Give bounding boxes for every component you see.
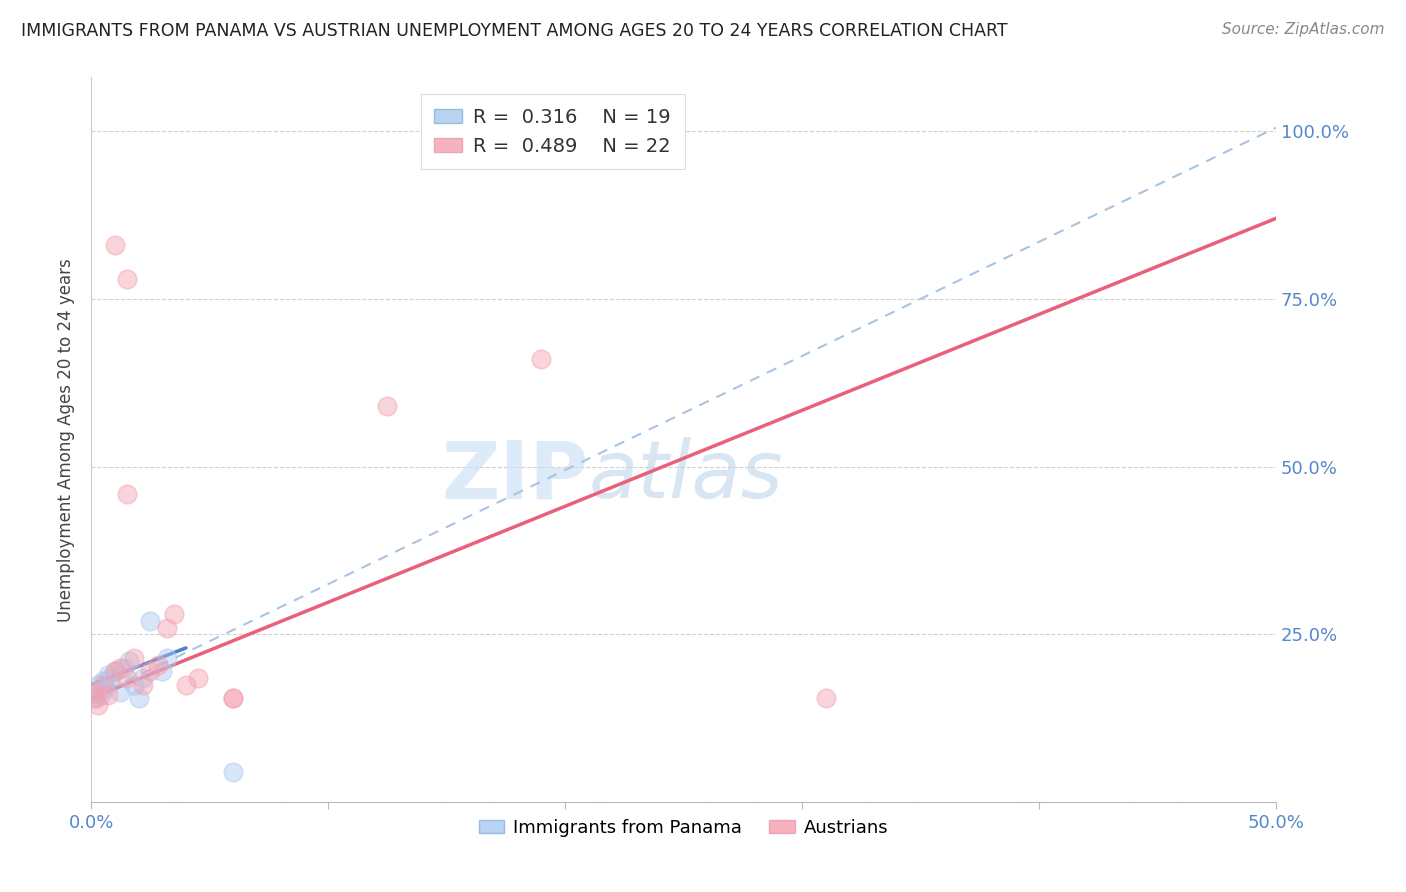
- Point: [115, 671, 138, 685]
- Point: [128, 691, 150, 706]
- Point: [84, 684, 107, 698]
- Point: [87, 678, 110, 692]
- Point: [91, 674, 114, 689]
- Point: [530, 352, 553, 367]
- Text: atlas: atlas: [589, 437, 783, 515]
- Point: [122, 678, 145, 692]
- Point: [94, 681, 117, 695]
- Text: IMMIGRANTS FROM PANAMA VS AUSTRIAN UNEMPLOYMENT AMONG AGES 20 TO 24 YEARS CORREL: IMMIGRANTS FROM PANAMA VS AUSTRIAN UNEMP…: [21, 22, 1008, 40]
- Point: [97, 688, 120, 702]
- Point: [377, 399, 399, 413]
- Point: [156, 621, 179, 635]
- Point: [132, 671, 155, 685]
- Point: [115, 272, 138, 286]
- Legend: Immigrants from Panama, Austrians: Immigrants from Panama, Austrians: [472, 812, 896, 844]
- Point: [97, 667, 120, 681]
- Point: [150, 665, 173, 679]
- Point: [115, 486, 138, 500]
- Point: [104, 665, 127, 679]
- Point: [222, 691, 245, 706]
- Point: [83, 691, 105, 706]
- Point: [87, 698, 110, 712]
- Point: [108, 684, 131, 698]
- Point: [163, 607, 186, 622]
- Point: [84, 691, 107, 706]
- Point: [91, 678, 114, 692]
- Point: [139, 665, 162, 679]
- Point: [122, 651, 145, 665]
- Point: [118, 654, 141, 668]
- Point: [814, 691, 837, 706]
- Point: [222, 765, 245, 780]
- Point: [222, 691, 245, 706]
- Point: [146, 657, 169, 672]
- Point: [156, 651, 179, 665]
- Text: ZIP: ZIP: [441, 437, 589, 515]
- Point: [139, 614, 162, 628]
- Point: [83, 684, 105, 698]
- Y-axis label: Unemployment Among Ages 20 to 24 years: Unemployment Among Ages 20 to 24 years: [58, 258, 75, 622]
- Point: [112, 661, 135, 675]
- Point: [98, 671, 121, 685]
- Text: Source: ZipAtlas.com: Source: ZipAtlas.com: [1222, 22, 1385, 37]
- Point: [132, 678, 155, 692]
- Point: [90, 688, 112, 702]
- Point: [108, 661, 131, 675]
- Point: [104, 665, 127, 679]
- Point: [104, 238, 127, 252]
- Point: [187, 671, 209, 685]
- Point: [174, 678, 197, 692]
